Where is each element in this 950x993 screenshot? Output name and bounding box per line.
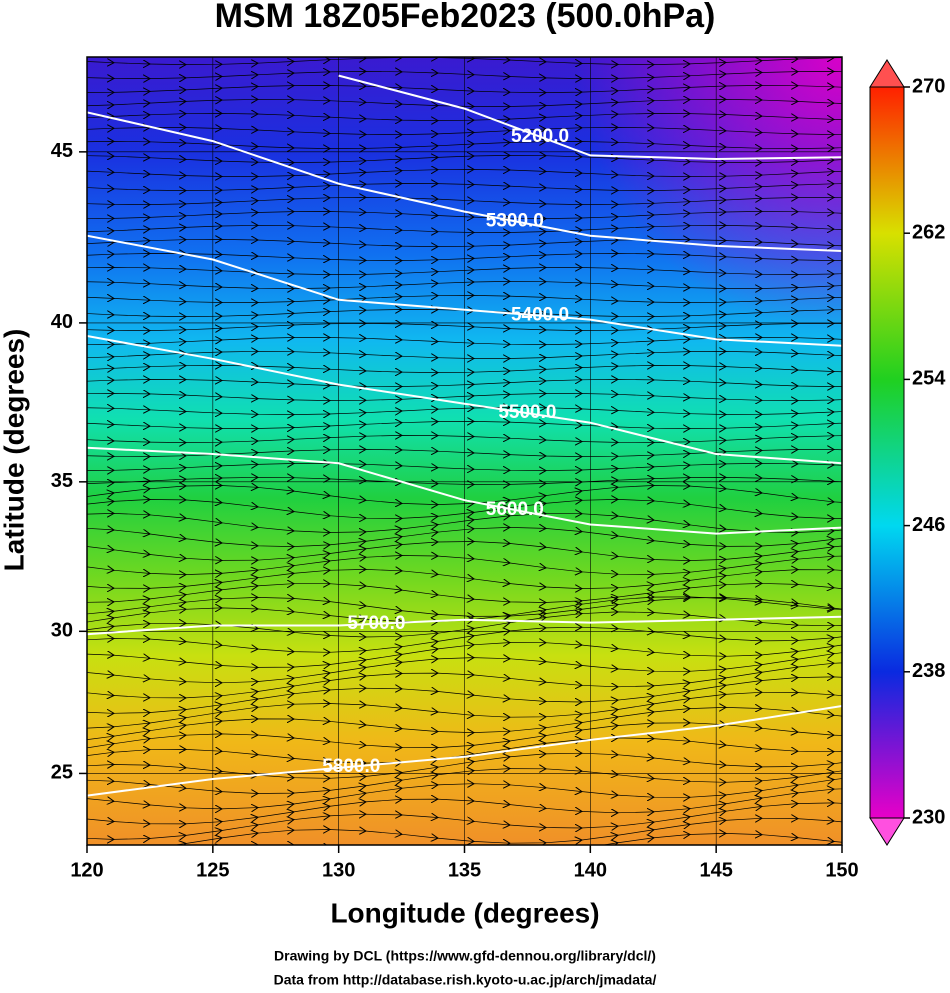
streamline	[87, 113, 842, 120]
x-tick-label: 130	[322, 859, 355, 881]
streamline	[87, 337, 842, 344]
contour-label: 5700.0	[347, 613, 405, 634]
x-axis-label: Longitude (degrees)	[330, 897, 599, 928]
contour-label: 5600.0	[486, 499, 544, 520]
contour-label: 5300.0	[486, 210, 544, 231]
streamline	[87, 393, 842, 400]
credit: Drawing by DCL (https://www.gfd-dennou.o…	[274, 948, 656, 964]
colorbar-tick-label: 262	[912, 221, 945, 243]
credit: Data from http://database.rish.kyoto-u.a…	[274, 972, 657, 988]
colorbar-tick-label: 246	[912, 514, 945, 536]
contour-label: 5500.0	[498, 402, 556, 423]
streamline	[87, 449, 842, 456]
streamline	[87, 141, 842, 148]
streamline	[87, 99, 842, 106]
streamline	[87, 85, 842, 92]
streamline	[87, 463, 842, 470]
streamline	[87, 239, 842, 246]
streamline	[87, 267, 842, 274]
x-tick-label: 140	[574, 859, 607, 881]
streamline	[87, 127, 842, 134]
streamline	[87, 281, 842, 288]
colorbar-extend-bottom	[869, 817, 905, 846]
plot-area: 5200.0 5300.0 5400.0 5500.0 5600.0 5700.0 5800…	[77, 57, 842, 845]
streamline	[87, 295, 842, 302]
colorbar-tick-label: 230	[912, 806, 945, 828]
streamline	[87, 435, 842, 442]
x-tick-label: 120	[70, 859, 103, 881]
streamline	[87, 57, 842, 64]
x-tick-label: 135	[448, 859, 481, 881]
streamline	[87, 351, 842, 358]
contour-line	[87, 705, 842, 797]
contour-label: 5200.0	[511, 126, 569, 147]
x-tick-label: 125	[196, 859, 229, 881]
contour-line	[87, 111, 842, 252]
streamline	[87, 407, 842, 414]
y-tick-label: 30	[51, 620, 73, 642]
contour-label: 5800.0	[322, 756, 380, 777]
y-axis-label: Latitude (degrees)	[0, 329, 29, 572]
streamline	[87, 365, 842, 372]
y-tick-label: 35	[51, 470, 73, 492]
streamline	[87, 183, 842, 190]
contour-line	[87, 615, 842, 636]
contour-line	[87, 234, 842, 347]
contour-line	[338, 74, 842, 161]
contour-label: 5400.0	[511, 305, 569, 326]
streamline	[87, 379, 842, 386]
colorbar-extend-top	[869, 59, 905, 88]
streamline	[87, 253, 842, 260]
streamline	[87, 155, 842, 162]
contour-line	[87, 335, 842, 465]
x-tick-label: 145	[699, 859, 732, 881]
y-tick-label: 45	[51, 140, 73, 162]
streamline	[87, 323, 842, 330]
streamline	[87, 71, 842, 78]
contour-line	[87, 446, 842, 535]
streamline	[77, 833, 842, 845]
x-tick-label: 150	[825, 859, 858, 881]
streamline	[87, 421, 842, 428]
chart-title: MSM 18Z05Feb2023 (500.0hPa)	[215, 0, 716, 35]
streamline	[87, 225, 842, 232]
colorbar-tick-label: 238	[912, 660, 945, 682]
colorbar: 230 238 246 254 262 270	[869, 59, 946, 846]
streamline	[87, 197, 842, 204]
streamline	[87, 211, 842, 218]
y-tick-label: 40	[51, 311, 73, 333]
colorbar-tick-label: 254	[912, 368, 946, 390]
y-tick-label: 25	[51, 762, 73, 784]
colorbar-scale	[869, 86, 905, 819]
streamline	[87, 169, 842, 176]
colorbar-tick-label: 270	[912, 75, 945, 97]
